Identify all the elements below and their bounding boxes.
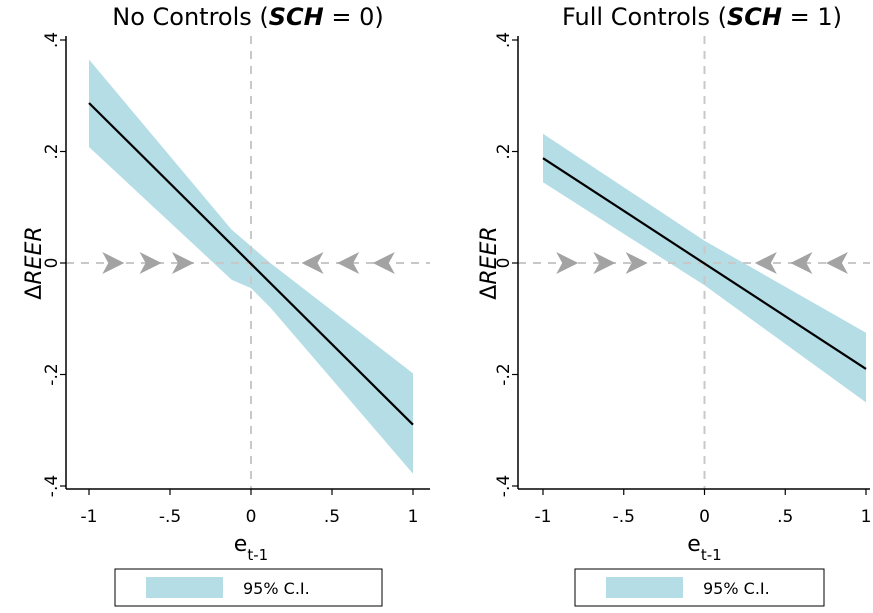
arrow-left-3 (825, 252, 848, 274)
arrow-right-2 (139, 252, 162, 274)
legend-swatch (606, 577, 683, 598)
chart-title-text: Full Controls ( (562, 3, 727, 31)
x-tick-label: 1 (861, 507, 872, 527)
x-axis-title: et-1 (687, 532, 721, 564)
y-tick-label: -.4 (42, 475, 62, 497)
y-tick-label: .4 (494, 32, 514, 48)
x-axis-title-main: e (687, 532, 701, 557)
chart-title: No Controls (SCH = 0) (112, 3, 384, 31)
y-axis-title: ΔREER (22, 226, 47, 299)
y-axis-title-variable: REER (22, 226, 47, 284)
y-tick-label: 0 (494, 258, 514, 269)
legend-label: 95% C.I. (703, 579, 770, 598)
arrow-right-1 (556, 252, 579, 274)
y-tick-label: -.2 (42, 363, 62, 385)
y-axis-title-variable: REER (477, 226, 502, 284)
chart-title-variable: SCH (727, 3, 782, 31)
arrow-right-3 (171, 252, 194, 274)
y-axis-title-delta: Δ (22, 285, 47, 300)
x-axis-title-main: e (234, 532, 248, 557)
y-tick-label: -.4 (494, 475, 514, 497)
legend-label: 95% C.I. (243, 579, 310, 598)
arrow-left-1 (301, 252, 324, 274)
x-axis-title-subscript: t-1 (701, 546, 722, 564)
x-tick-label: 1 (408, 507, 419, 527)
chart-title-text-end: = 1) (782, 3, 842, 31)
y-tick-label: -.2 (494, 363, 514, 385)
y-axis-title-delta: Δ (477, 285, 502, 300)
y-axis-title: ΔREER (477, 226, 502, 299)
chart-title-text-end: = 0) (324, 3, 384, 31)
arrow-left-3 (372, 252, 395, 274)
arrow-right-2 (593, 252, 616, 274)
y-tick-label: .4 (42, 32, 62, 48)
x-tick-label: .5 (777, 507, 793, 527)
x-tick-label: .5 (324, 507, 340, 527)
x-axis-title-subscript: t-1 (247, 546, 268, 564)
y-tick-label: 0 (42, 258, 62, 269)
x-axis-title: et-1 (234, 532, 268, 564)
x-tick-label: -.5 (159, 507, 181, 527)
chart-panel-2: Full Controls (SCH = 1) -.4 -.2 0 .2 .4 -1 -.5 0… (477, 3, 872, 607)
chart-panel-1: No Controls (SCH = 0) -.4 -.2 0 .2 .4 -1 -.5 0 .5… (22, 3, 430, 607)
x-tick-label: -1 (535, 507, 552, 527)
chart-title-text: No Controls ( (112, 3, 269, 31)
fitted-line (88, 102, 414, 426)
y-tick-label: .2 (494, 143, 514, 159)
y-tick-label: .2 (42, 143, 62, 159)
x-tick-label: -1 (81, 507, 98, 527)
legend-swatch (146, 577, 223, 598)
arrow-right-1 (102, 252, 125, 274)
arrow-left-2 (337, 252, 360, 274)
x-tick-label: 0 (699, 507, 710, 527)
chart-title-variable: SCH (269, 3, 324, 31)
chart-title: Full Controls (SCH = 1) (562, 3, 842, 31)
x-tick-label: 0 (246, 507, 257, 527)
arrow-left-2 (790, 252, 813, 274)
arrow-left-1 (754, 252, 777, 274)
legend-box (574, 568, 825, 607)
fitted-line (542, 157, 867, 370)
arrow-right-3 (625, 252, 648, 274)
x-tick-label: -.5 (613, 507, 635, 527)
